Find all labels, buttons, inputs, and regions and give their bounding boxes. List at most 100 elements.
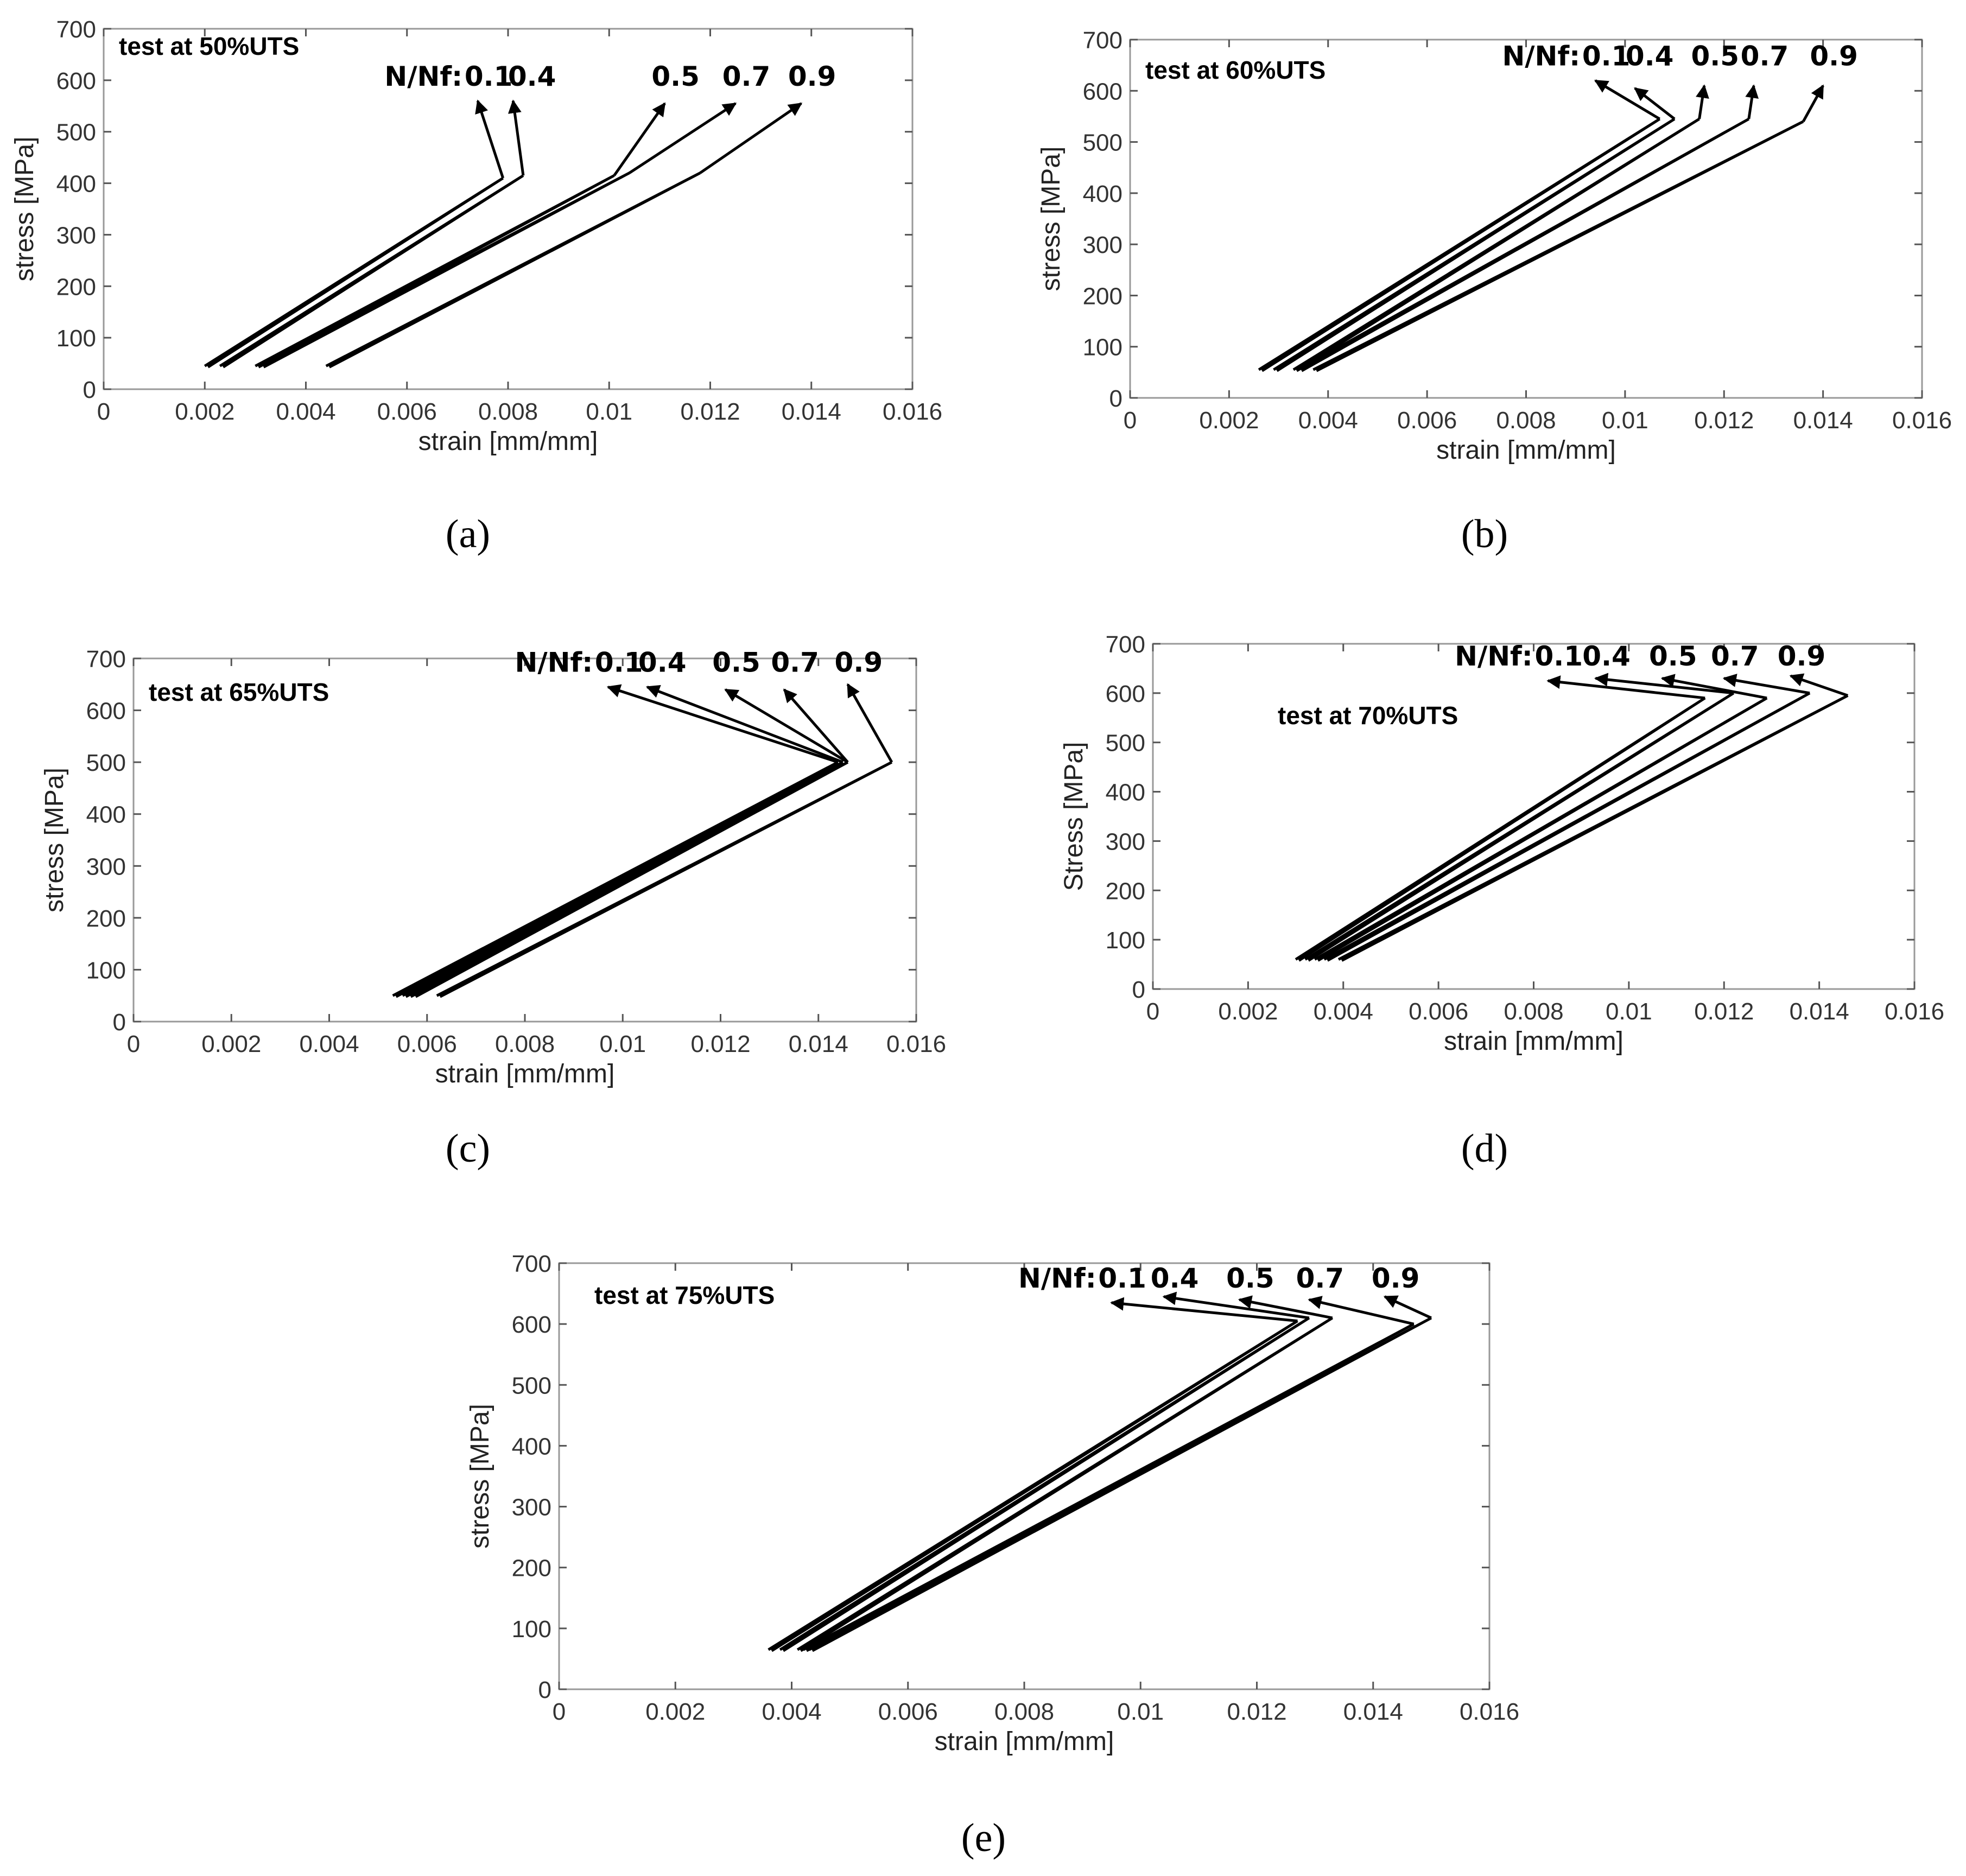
y-tick-label: 0	[538, 1677, 551, 1703]
arrow-nnf-0.4	[508, 99, 525, 176]
loop-nnf-0.4	[1304, 692, 1735, 962]
panel-d: 0 0.002 0.004 0.006 0.008 0.01 0.012 0.014 0.016…	[1060, 631, 1944, 1171]
y-tick-label: 600	[512, 1311, 551, 1338]
x-tick-label: 0.01	[599, 1031, 646, 1057]
x-tick-label: 0.016	[1460, 1698, 1519, 1725]
loop-nnf-0.9	[325, 172, 701, 369]
nnf-value-label: 0.4	[508, 61, 556, 92]
nnf-value-label: 0.7	[1741, 40, 1789, 72]
loop-nnf-0.9	[1337, 694, 1849, 962]
x-tick-label: 0.006	[1397, 407, 1457, 434]
x-axis-label: strain [mm/mm]	[935, 1727, 1114, 1756]
arrow-nnf-0.9	[846, 683, 893, 763]
nnf-prefix: N/Nf:	[1018, 1263, 1096, 1294]
y-tick-label: 0	[113, 1009, 126, 1036]
arrow-nnf-0.1	[606, 684, 839, 764]
arrow-nnf-0.7	[629, 102, 737, 174]
nnf-value-label: 0.1	[1098, 1263, 1146, 1294]
y-axis-label: stress [MPa]	[1037, 147, 1066, 291]
nnf-value-label: 0.4	[1582, 641, 1631, 672]
x-tick-label: 0.002	[645, 1698, 705, 1725]
x-tick-label: 0	[1124, 407, 1137, 434]
arrow-nnf-0.4	[1634, 87, 1676, 121]
x-tick-label: 0.008	[994, 1698, 1054, 1725]
loop-nnf-0.7	[1297, 117, 1750, 372]
panel-letter: (c)	[446, 1126, 490, 1171]
y-axis-label: stress [MPa]	[10, 137, 39, 282]
loop-nnf-0.4	[219, 174, 524, 369]
x-tick-label: 0.012	[1694, 998, 1754, 1025]
nnf-value-label: 0.4	[1151, 1263, 1199, 1294]
panel-letter: (b)	[1461, 512, 1508, 556]
nnf-value-label: 0.7	[722, 61, 771, 92]
arrow-nnf-0.5	[724, 688, 849, 764]
panel-letter: (a)	[446, 512, 490, 556]
loop-nnf-0.9	[1312, 120, 1804, 372]
x-tick-label: 0.014	[789, 1031, 848, 1057]
loop-nnf-0.9	[808, 1316, 1432, 1652]
x-tick-label: 0.012	[1227, 1698, 1286, 1725]
y-tick-label: 100	[56, 325, 96, 352]
y-axis-label: Stress [MPa]	[1060, 742, 1088, 891]
x-tick-label: 0.014	[782, 398, 841, 425]
arrow-nnf-0.5	[613, 102, 666, 176]
arrow-nnf-0.9	[1789, 673, 1849, 697]
x-tick-label: 0.008	[478, 398, 538, 425]
y-tick-label: 700	[1106, 631, 1145, 658]
x-tick-label: 0.004	[1298, 407, 1358, 434]
arrow-nnf-0.5	[1238, 1295, 1333, 1320]
x-tick-label: 0.004	[276, 398, 335, 425]
panel-letter: (e)	[961, 1816, 1006, 1860]
arrow-nnf-0.4	[645, 685, 844, 764]
x-tick-label: 0.016	[1892, 407, 1952, 434]
loop-nnf-0.1	[204, 176, 504, 369]
x-tick-label: 0	[1146, 998, 1159, 1025]
arrow-nnf-0.1	[1594, 79, 1660, 121]
nnf-value-label: 0.1	[465, 61, 513, 92]
loop-nnf-0.7	[411, 760, 849, 998]
x-tick-label: 0.016	[886, 1031, 946, 1057]
arrow-nnf-0.7	[783, 688, 849, 763]
nnf-value-label: 0.9	[788, 61, 836, 92]
y-tick-label: 200	[1083, 283, 1122, 309]
test-level-label: test at 50%UTS	[119, 32, 299, 60]
x-tick-label: 0.006	[878, 1698, 938, 1725]
loop-nnf-0.5	[796, 1316, 1334, 1652]
nnf-value-label: 0.5	[1691, 40, 1739, 72]
x-tick-label: 0.002	[201, 1031, 261, 1057]
loop-nnf-0.4	[1273, 118, 1676, 372]
x-tick-label: 0.008	[1504, 998, 1563, 1025]
loop-nnf-0.1	[1258, 118, 1661, 372]
x-tick-label: 0.01	[1606, 998, 1652, 1025]
y-axis-label: stress [MPa]	[466, 1404, 494, 1549]
nnf-value-label: 0.9	[835, 647, 883, 679]
x-tick-label: 0.016	[1885, 998, 1944, 1025]
y-tick-label: 500	[1083, 130, 1122, 156]
loop-nnf-0.7	[802, 1322, 1415, 1652]
x-tick-label: 0.002	[175, 398, 234, 425]
loop-nnf-0.5	[255, 174, 615, 369]
loop-nnf-0.4	[402, 760, 844, 998]
y-tick-label: 600	[1106, 681, 1145, 707]
nnf-value-label: 0.4	[638, 647, 687, 679]
arrow-nnf-0.1	[1546, 675, 1705, 700]
x-axis-label: strain [mm/mm]	[1436, 436, 1616, 465]
y-tick-label: 300	[1106, 828, 1145, 855]
y-tick-label: 200	[86, 905, 126, 932]
x-tick-label: 0.01	[1117, 1698, 1164, 1725]
y-tick-label: 500	[86, 750, 126, 776]
y-tick-label: 0	[1132, 977, 1145, 1003]
y-axis-label: stress [MPa]	[40, 768, 69, 912]
nnf-prefix: N/Nf:	[1502, 40, 1580, 72]
nnf-value-label: 0.5	[1649, 641, 1697, 672]
x-axis-label: strain [mm/mm]	[418, 427, 598, 456]
loop-nnf-0.1	[392, 760, 839, 998]
loop-nnf-0.5	[1292, 118, 1700, 372]
nnf-value-label: 0.1	[1535, 641, 1583, 672]
y-tick-label: 200	[1106, 878, 1145, 904]
y-tick-label: 100	[86, 957, 126, 984]
x-tick-label: 0.002	[1218, 998, 1278, 1025]
x-tick-label: 0.004	[1314, 998, 1373, 1025]
arrow-nnf-0.1	[475, 99, 505, 179]
